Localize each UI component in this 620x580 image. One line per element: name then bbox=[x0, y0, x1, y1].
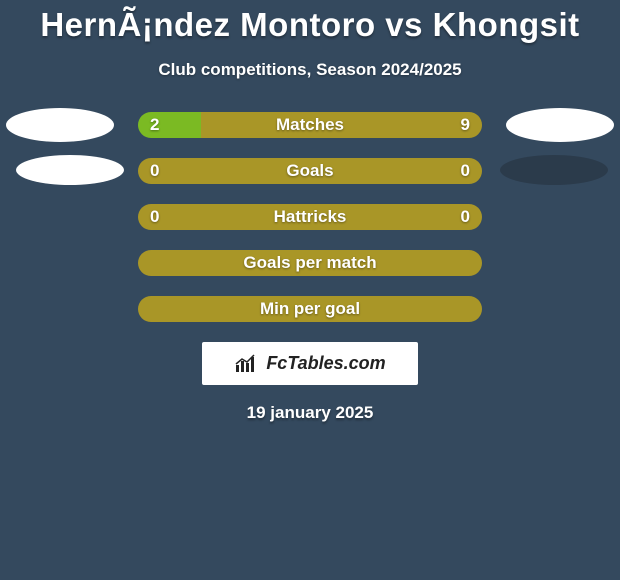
player-right-avatar bbox=[500, 155, 608, 185]
brand-text: FcTables.com bbox=[266, 353, 385, 374]
chart-icon bbox=[234, 354, 260, 374]
stat-bar: 00Hattricks bbox=[138, 204, 482, 230]
date-label: 19 january 2025 bbox=[0, 403, 620, 423]
stat-bar: Goals per match bbox=[138, 250, 482, 276]
stat-row: 00Goals bbox=[0, 158, 620, 184]
stats-block: 29Matches 00Goals 00Hattricks Goals per mat… bbox=[0, 112, 620, 322]
comparison-card: HernÃ¡ndez Montoro vs Khongsit Club comp… bbox=[0, 0, 620, 580]
brand-logo[interactable]: FcTables.com bbox=[202, 342, 418, 385]
stat-row: Goals per match bbox=[0, 250, 620, 276]
stat-bar: Min per goal bbox=[138, 296, 482, 322]
stat-bar: 00Goals bbox=[138, 158, 482, 184]
player-right-avatar bbox=[506, 108, 614, 142]
player-left-avatar bbox=[16, 155, 124, 185]
page-title: HernÃ¡ndez Montoro vs Khongsit bbox=[0, 0, 620, 44]
stat-label: Goals per match bbox=[138, 250, 482, 276]
stat-label: Hattricks bbox=[138, 204, 482, 230]
stat-row: 00Hattricks bbox=[0, 204, 620, 230]
stat-row: 29Matches bbox=[0, 112, 620, 138]
stat-label: Goals bbox=[138, 158, 482, 184]
player-left-avatar bbox=[6, 108, 114, 142]
subtitle: Club competitions, Season 2024/2025 bbox=[0, 60, 620, 80]
stat-bar: 29Matches bbox=[138, 112, 482, 138]
stat-row: Min per goal bbox=[0, 296, 620, 322]
stat-label: Matches bbox=[138, 112, 482, 138]
stat-label: Min per goal bbox=[138, 296, 482, 322]
